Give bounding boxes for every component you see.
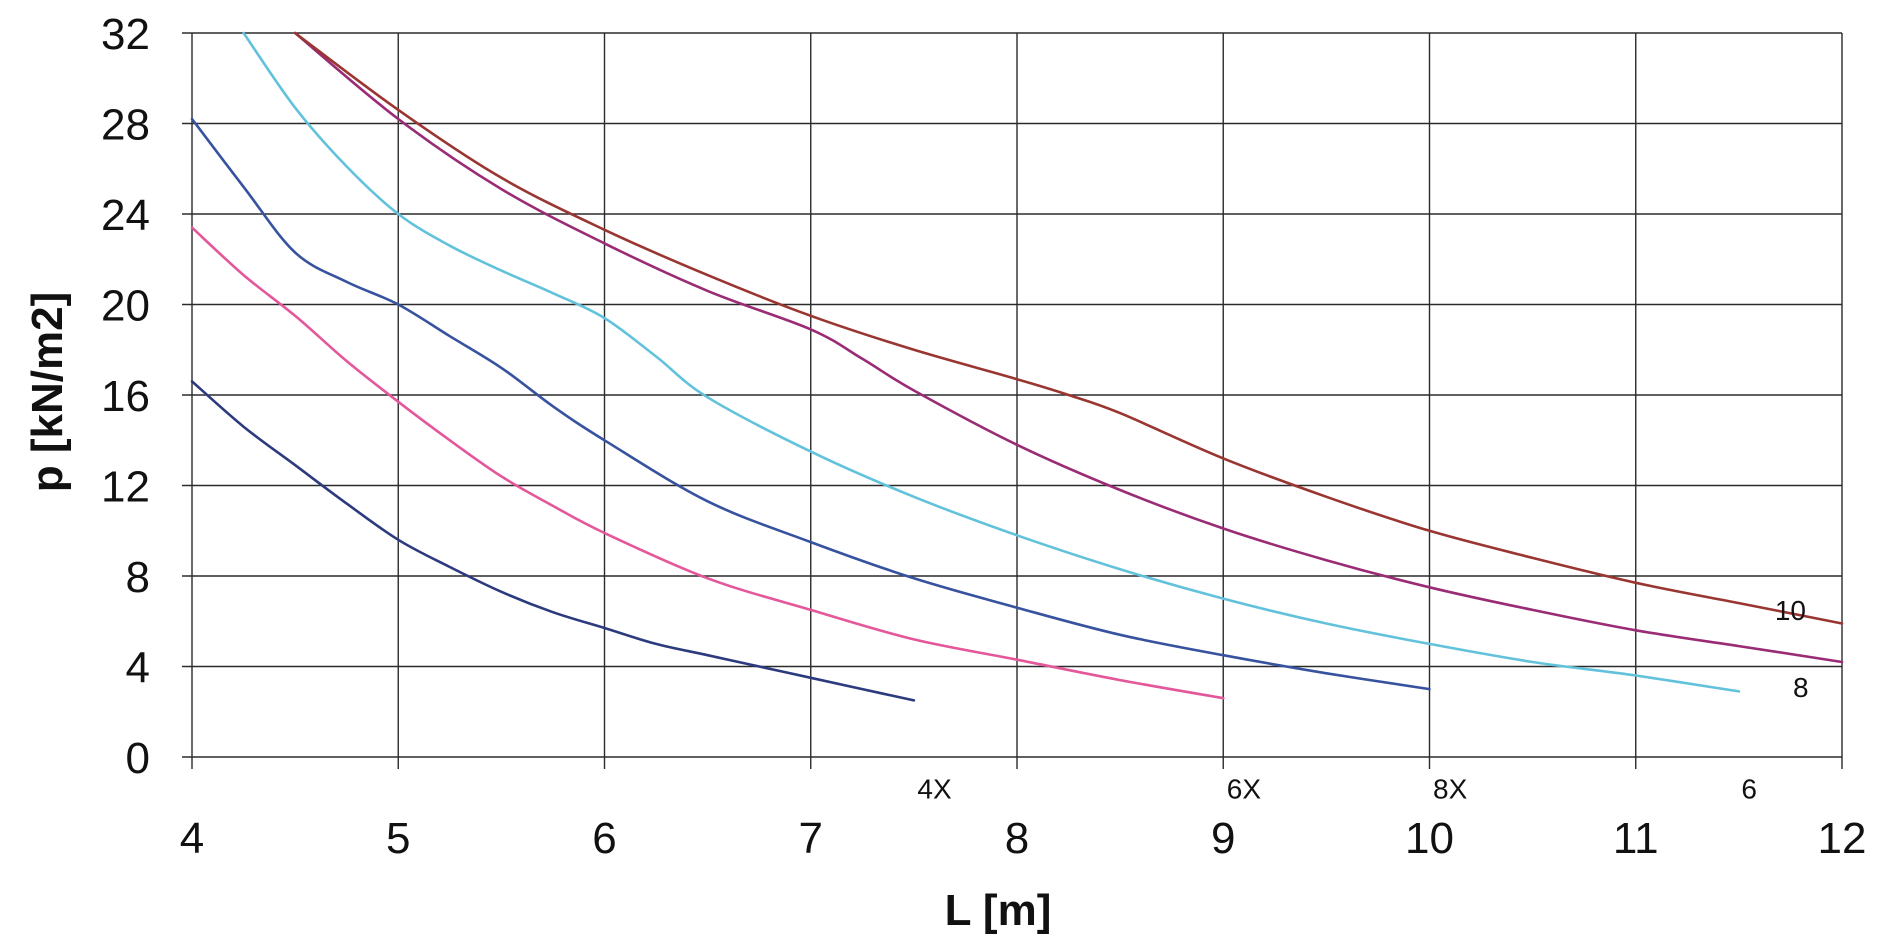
chart-series-group	[190, 31, 1844, 702]
y-tick-label: 16	[101, 372, 150, 421]
series-line-4x	[190, 380, 916, 702]
x-tick-label: 9	[1211, 814, 1235, 863]
x-tick-label: 12	[1818, 814, 1867, 863]
series-label-6x: 6X	[1227, 774, 1262, 805]
x-tick-label: 5	[386, 814, 410, 863]
x-tick-label: 10	[1405, 814, 1454, 863]
series-label-8: 8	[1793, 672, 1809, 703]
y-axis-title: p [kN/m2]	[23, 292, 72, 492]
y-tick-label: 32	[101, 10, 150, 59]
x-tick-label: 6	[592, 814, 616, 863]
series-label-10: 10	[1775, 595, 1806, 626]
y-tick-label: 8	[126, 553, 150, 602]
x-tick-label: 7	[799, 814, 823, 863]
x-axis-title: L [m]	[945, 886, 1052, 935]
series-line-6	[242, 31, 1741, 693]
y-tick-label: 28	[101, 101, 150, 150]
series-line-10	[293, 31, 1844, 625]
y-tick-label: 12	[101, 463, 150, 512]
y-tick-label: 24	[101, 191, 150, 240]
series-line-8x	[190, 117, 1431, 691]
y-tick-label: 20	[101, 282, 150, 331]
series-label-4x: 4X	[917, 774, 952, 805]
x-tick-label: 11	[1613, 814, 1659, 863]
series-label-6: 6	[1741, 774, 1757, 805]
y-tick-label: 0	[126, 734, 150, 783]
series-label-8x: 8X	[1433, 774, 1468, 805]
chart-grid	[182, 32, 1843, 769]
series-line-8	[293, 31, 1844, 664]
x-tick-label: 4	[180, 814, 204, 863]
y-tick-label: 4	[126, 644, 150, 693]
x-tick-label: 8	[1005, 814, 1029, 863]
chart-series-labels: 4X 6X 8X 6 8 10	[917, 595, 1808, 805]
series-line-6x	[190, 226, 1225, 700]
